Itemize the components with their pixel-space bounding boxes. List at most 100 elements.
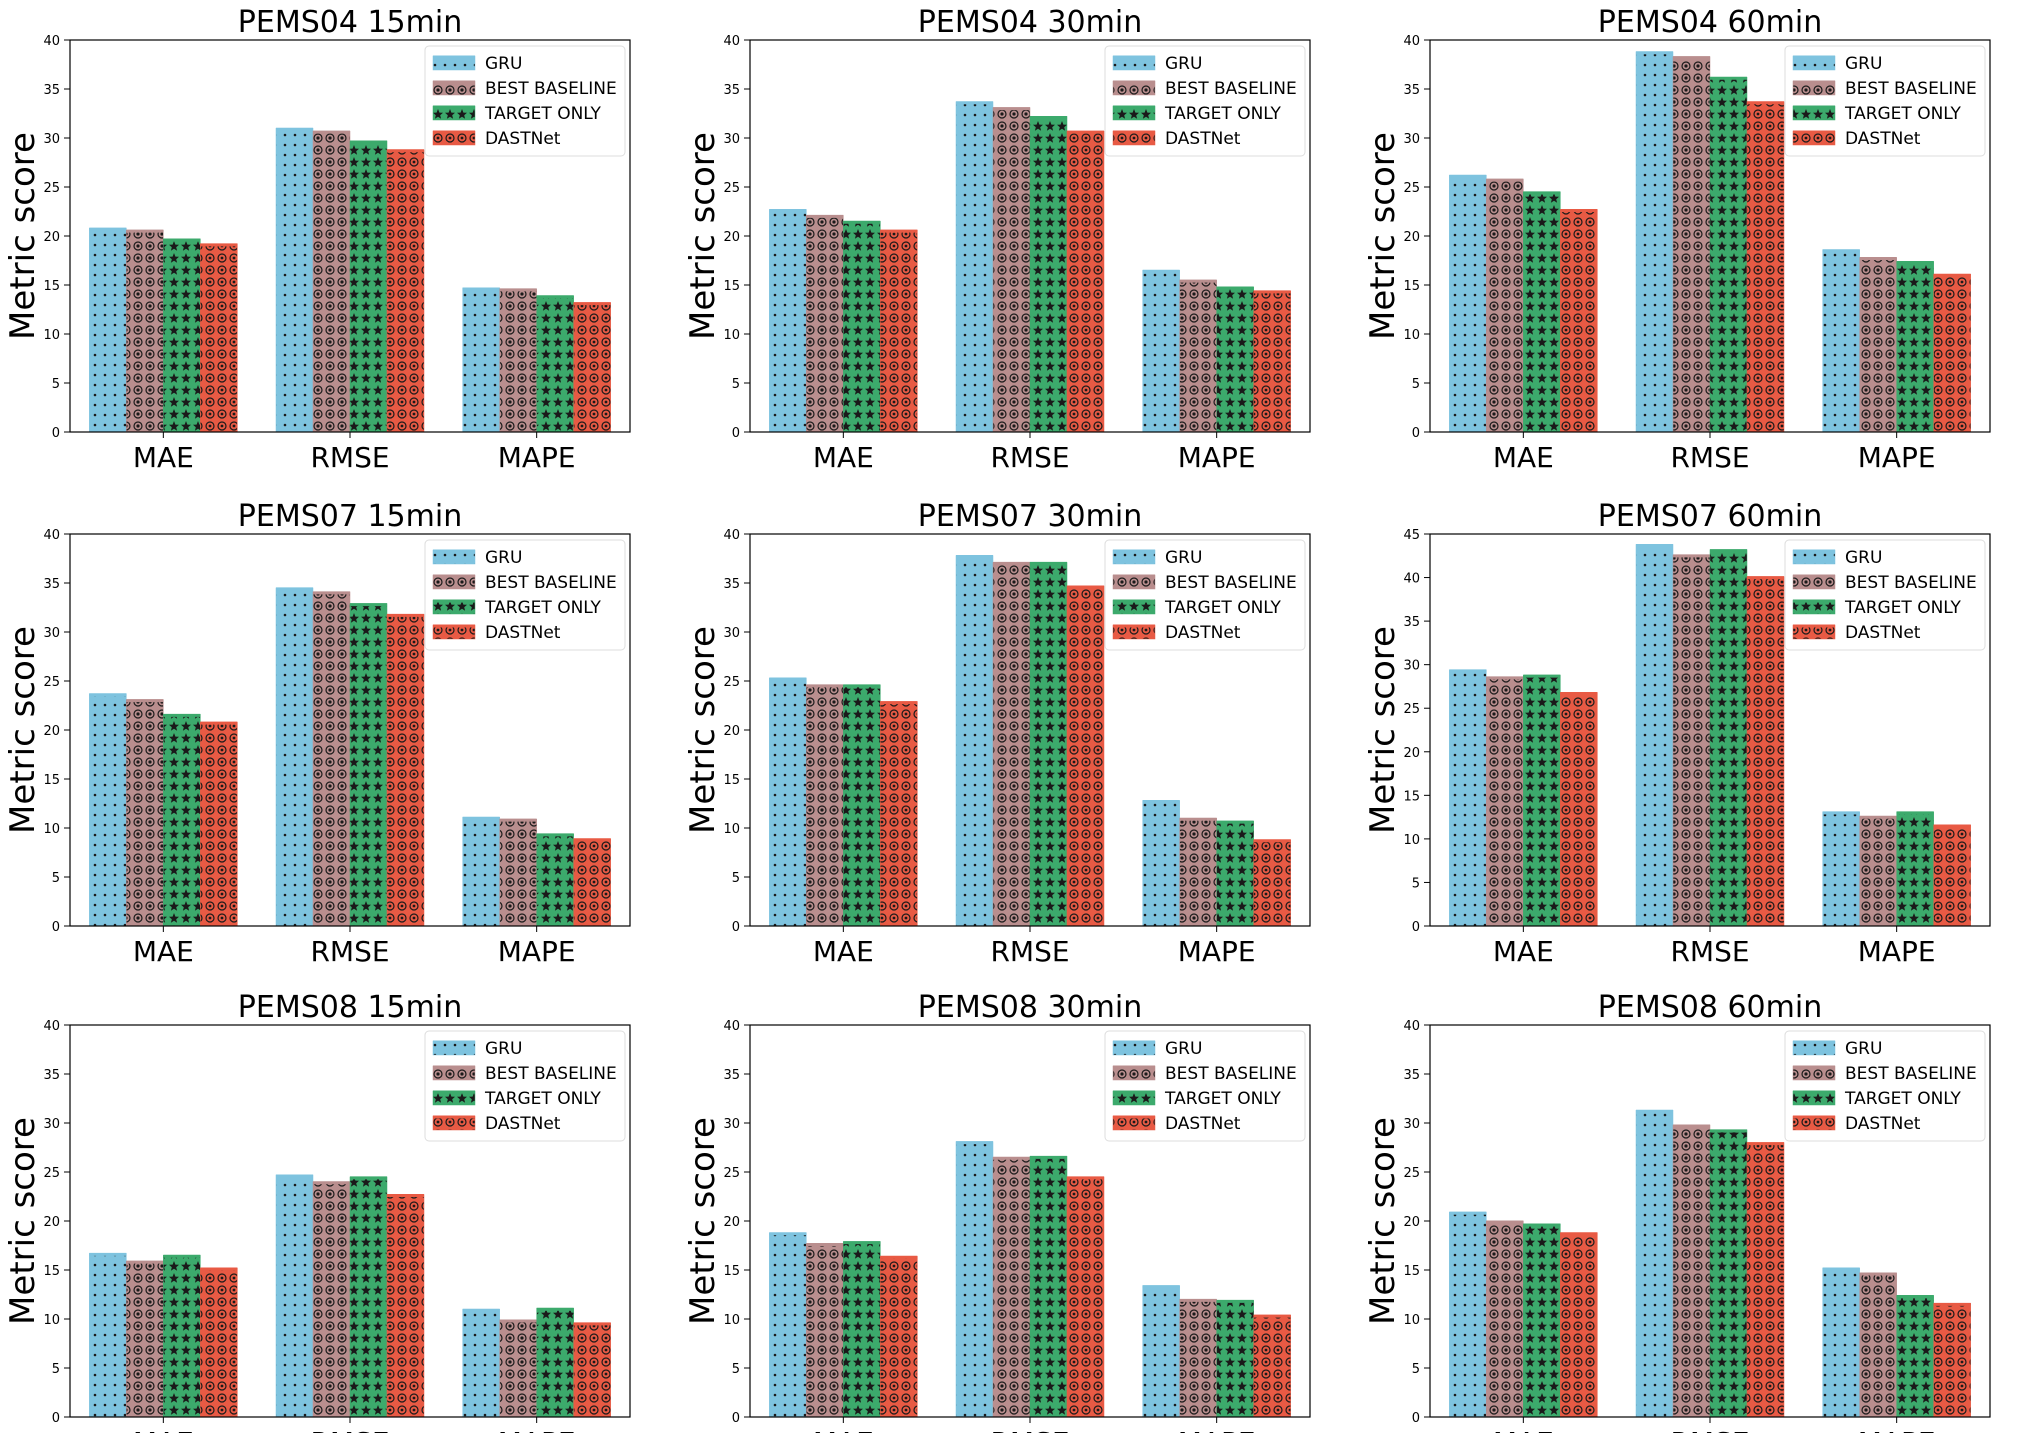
y-tick-label: 0 (732, 1411, 740, 1426)
bar-mae-2 (806, 684, 844, 927)
y-axis-label: Metric score (1363, 1117, 1403, 1325)
bar-mae-3 (163, 1255, 201, 1418)
bar-rmse-2 (312, 591, 351, 927)
legend-label: TARGET ONLY (1844, 598, 1962, 618)
x-tick-label: RMSE (990, 1426, 1069, 1433)
bar-mae-1 (89, 1253, 127, 1418)
bar-mape-4 (1253, 839, 1291, 927)
y-tick-label: 10 (1403, 328, 1420, 343)
chart-title: PEMS08 30min (918, 990, 1142, 1025)
legend-label: BEST BASELINE (1165, 1064, 1297, 1084)
bar-mae-2 (1486, 676, 1524, 927)
legend-label: DASTNet (485, 1114, 561, 1134)
y-tick-label: 15 (43, 279, 60, 294)
y-tick-label: 20 (723, 230, 740, 245)
y-tick-label: 40 (723, 1019, 740, 1034)
legend-box (424, 539, 626, 651)
legend-box (1784, 45, 1986, 157)
bar-mape-2 (1179, 1299, 1217, 1418)
y-tick-label: 15 (1403, 279, 1420, 294)
legend-label: BEST BASELINE (485, 573, 617, 593)
bar-mape-3 (1896, 811, 1934, 927)
legend-label: GRU (1845, 548, 1882, 568)
legend-label: GRU (1165, 54, 1202, 74)
y-tick-label: 0 (732, 920, 740, 935)
y-tick-label: 30 (43, 626, 60, 641)
bar-mape-3 (1216, 286, 1254, 433)
bar-mape-3 (536, 1307, 574, 1418)
y-tick-label: 0 (1412, 426, 1420, 441)
bar-mape-1 (1142, 800, 1180, 927)
legend-label: TARGET ONLY (1844, 1089, 1962, 1109)
bar-mae-1 (89, 693, 127, 927)
y-tick-label: 0 (52, 1411, 60, 1426)
chart-title: PEMS07 30min (918, 499, 1142, 534)
legend-label: GRU (1165, 1039, 1202, 1059)
legend-label: TARGET ONLY (1164, 1089, 1282, 1109)
x-tick-label: RMSE (1670, 441, 1749, 474)
plot-frame (69, 533, 631, 927)
y-tick-label: 40 (1403, 34, 1420, 49)
bar-mape-2 (1859, 1272, 1897, 1418)
x-tick-label: RMSE (1670, 935, 1749, 968)
x-tick-label: MAE (1493, 935, 1554, 968)
bar-mape-1 (1142, 270, 1180, 433)
y-tick-label: 15 (1403, 789, 1420, 804)
bar-mape-2 (1179, 279, 1217, 433)
bar-mae-1 (769, 209, 807, 433)
y-tick-label: 20 (43, 1215, 60, 1230)
y-tick-label: 25 (1403, 1166, 1420, 1181)
bar-rmse-3 (1709, 1129, 1748, 1418)
y-tick-label: 20 (723, 724, 740, 739)
x-tick-label: MAPE (498, 1426, 576, 1433)
legend: GRU BEST BASELINE TARGET ONLY DASTNet (424, 45, 626, 157)
x-tick-label: RMSE (310, 441, 389, 474)
legend-label: TARGET ONLY (484, 104, 602, 124)
legend-label: GRU (485, 548, 522, 568)
y-axis-label: Metric score (3, 626, 43, 834)
y-tick-label: 40 (43, 34, 60, 49)
bar-rmse-2 (312, 1181, 351, 1418)
bar-mape-3 (536, 295, 574, 433)
x-tick-label: MAE (813, 441, 874, 474)
chart-title: PEMS08 60min (1598, 990, 1822, 1025)
bar-rmse-3 (349, 1176, 388, 1418)
y-tick-label: 35 (43, 83, 60, 98)
y-tick-label: 35 (723, 1068, 740, 1083)
bar-mae-2 (806, 215, 844, 433)
bar-mae-3 (163, 714, 201, 927)
x-tick-label: MAE (133, 1426, 194, 1433)
chart-panel-5: PEMS07 30min Metric score 0 5 10 15 20 25 30 35 40… (683, 499, 1311, 968)
y-tick-label: 5 (732, 1362, 740, 1377)
bar-mape-1 (1142, 1285, 1180, 1418)
bar-mae-2 (126, 229, 164, 433)
bar-mae-4 (880, 701, 918, 927)
bar-mae-3 (843, 221, 881, 433)
legend-label: GRU (485, 1039, 522, 1059)
y-tick-label: 25 (43, 1166, 60, 1181)
plot-frame (1429, 39, 1991, 433)
y-tick-label: 0 (52, 920, 60, 935)
bar-rmse-3 (1709, 76, 1748, 433)
y-tick-label: 5 (1412, 1362, 1420, 1377)
y-axis-label: Metric score (3, 1117, 43, 1325)
bar-rmse-1 (955, 1141, 994, 1418)
x-tick-label: RMSE (990, 441, 1069, 474)
x-tick-label: RMSE (310, 935, 389, 968)
y-tick-label: 25 (723, 1166, 740, 1181)
y-tick-label: 5 (732, 377, 740, 392)
bar-mape-3 (536, 833, 574, 927)
chart-title: PEMS04 60min (1598, 5, 1822, 40)
y-tick-label: 30 (723, 626, 740, 641)
chart-panel-2: PEMS04 30min Metric score 0 5 10 15 20 25 30 35 40… (683, 5, 1311, 474)
chart-panel-8: PEMS08 30min Metric score 0 5 10 15 20 25 30 35 40… (683, 990, 1311, 1433)
bar-rmse-2 (1672, 56, 1711, 433)
y-axis-label: Metric score (3, 132, 43, 340)
y-tick-label: 35 (1403, 615, 1420, 630)
y-tick-label: 25 (43, 181, 60, 196)
y-tick-label: 20 (723, 1215, 740, 1230)
y-tick-label: 30 (1403, 132, 1420, 147)
x-tick-label: MAE (133, 441, 194, 474)
bar-rmse-4 (1066, 1176, 1105, 1418)
y-tick-label: 20 (43, 230, 60, 245)
